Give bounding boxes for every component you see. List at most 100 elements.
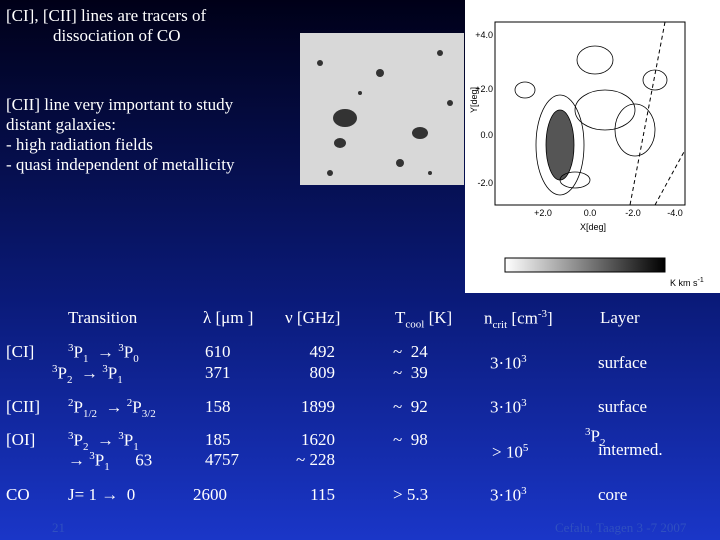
t: surface: [598, 397, 648, 416]
t: cool: [405, 318, 425, 331]
t: 1/2: [82, 408, 98, 421]
cell: 158: [205, 397, 231, 417]
t: P: [94, 450, 105, 470]
page: 21: [52, 520, 65, 535]
cell: 1620: [290, 430, 335, 450]
t: P: [73, 342, 83, 362]
t: 3: [521, 352, 527, 365]
cell: 3P2 → 3P1: [52, 363, 123, 386]
t: 2: [68, 397, 74, 409]
contour-map: +4.0 +2.0 0.0 -2.0 Y[deg] +2.0 0.0 -2.0 …: [465, 0, 720, 293]
cell: → 3P1 63: [68, 450, 152, 473]
cell: 809: [290, 363, 336, 383]
cell: intermed.: [598, 440, 663, 460]
t: P: [57, 363, 67, 383]
cell: 3P2 → 3P1: [68, 430, 139, 453]
t: P: [132, 397, 142, 417]
t: 492: [309, 342, 336, 361]
t: J= 1: [68, 485, 97, 504]
t: 3/2: [141, 408, 156, 421]
t: 371: [205, 363, 231, 382]
t: CO: [6, 485, 30, 504]
t: →: [80, 363, 98, 383]
t: →: [96, 342, 114, 362]
cell: ~ 228: [290, 450, 335, 470]
t: P: [590, 426, 600, 446]
t: > 10: [492, 442, 523, 462]
t: 3: [118, 342, 124, 354]
cell: core: [598, 485, 627, 505]
cell: 1899: [290, 397, 335, 417]
x-label: X[deg]: [580, 222, 606, 232]
hdr: Tcool [K]: [395, 308, 452, 330]
t: 0: [126, 485, 136, 504]
t: 1: [117, 374, 123, 387]
line: distant galaxies:: [6, 115, 117, 134]
galaxy-image: [300, 33, 464, 185]
cell: 3P2: [585, 426, 605, 449]
cell: 2600: [193, 485, 227, 505]
t: 2: [599, 437, 606, 450]
contours: [514, 45, 668, 196]
t: P: [107, 363, 118, 383]
hdr: λ [μm ]: [203, 308, 254, 327]
y-tick: +4.0: [475, 30, 493, 40]
t: 2: [66, 374, 73, 387]
t: 63: [135, 450, 153, 470]
intro: [CI], [CII] lines are tracers of dissoci…: [6, 6, 206, 46]
t: [cm: [507, 308, 538, 328]
t: P: [123, 342, 134, 362]
hdr: ν [GHz]: [285, 308, 341, 327]
t: 1: [82, 353, 89, 366]
y-label: Y[deg]: [469, 87, 479, 113]
y-tick: 0.0: [480, 130, 493, 140]
t: 3·10: [490, 485, 522, 505]
t: 115: [310, 485, 335, 504]
t: →: [105, 397, 123, 417]
t: surface: [598, 352, 648, 372]
t: 3: [585, 426, 591, 438]
cell: ~ 39: [393, 363, 428, 383]
t: P: [123, 430, 134, 450]
line: [CII] line very important to study: [6, 95, 234, 114]
unit-sup: -1: [698, 277, 704, 284]
t: 3: [102, 363, 108, 375]
cell: > 105: [492, 442, 528, 463]
t: intermed.: [598, 440, 663, 459]
t: 3·10: [490, 397, 522, 417]
cell: 2P1/2 → 2P3/2: [68, 397, 156, 420]
dash: [629, 21, 666, 206]
cell: 3·103: [490, 353, 527, 374]
t: T: [395, 308, 406, 327]
t: P: [73, 430, 83, 450]
t: 3: [89, 450, 95, 462]
t: ~ 228: [296, 450, 335, 469]
cell: 371: [205, 363, 231, 383]
t: 3: [521, 397, 527, 409]
credit: Cefalu, Taagen 3 -7 2007: [555, 520, 687, 535]
unit-base: K km s: [670, 278, 698, 288]
t: 610: [205, 342, 231, 361]
line: [CI], [CII] lines are tracers of: [6, 6, 207, 25]
line: - high radiation fields: [6, 135, 153, 154]
y-tick: +2.0: [475, 84, 493, 94]
t: 2: [82, 441, 89, 454]
t: ~ 92: [393, 397, 428, 416]
t: 0: [133, 353, 139, 366]
t: ~ 24: [393, 342, 428, 361]
t: [K]: [424, 308, 453, 327]
t: crit: [492, 319, 508, 332]
cell: 185: [205, 430, 231, 450]
t: 2600: [193, 485, 227, 504]
t: 809: [309, 363, 336, 382]
cell: > 5.3: [393, 485, 428, 505]
cell: 115: [290, 485, 335, 505]
y-tick: -2.0: [477, 178, 493, 188]
hdr: Layer: [600, 308, 640, 327]
map-bg: [465, 0, 720, 293]
cell: 610: [205, 342, 231, 362]
t: P: [73, 397, 83, 417]
blobs: [317, 50, 453, 176]
colorbar: [504, 257, 666, 273]
